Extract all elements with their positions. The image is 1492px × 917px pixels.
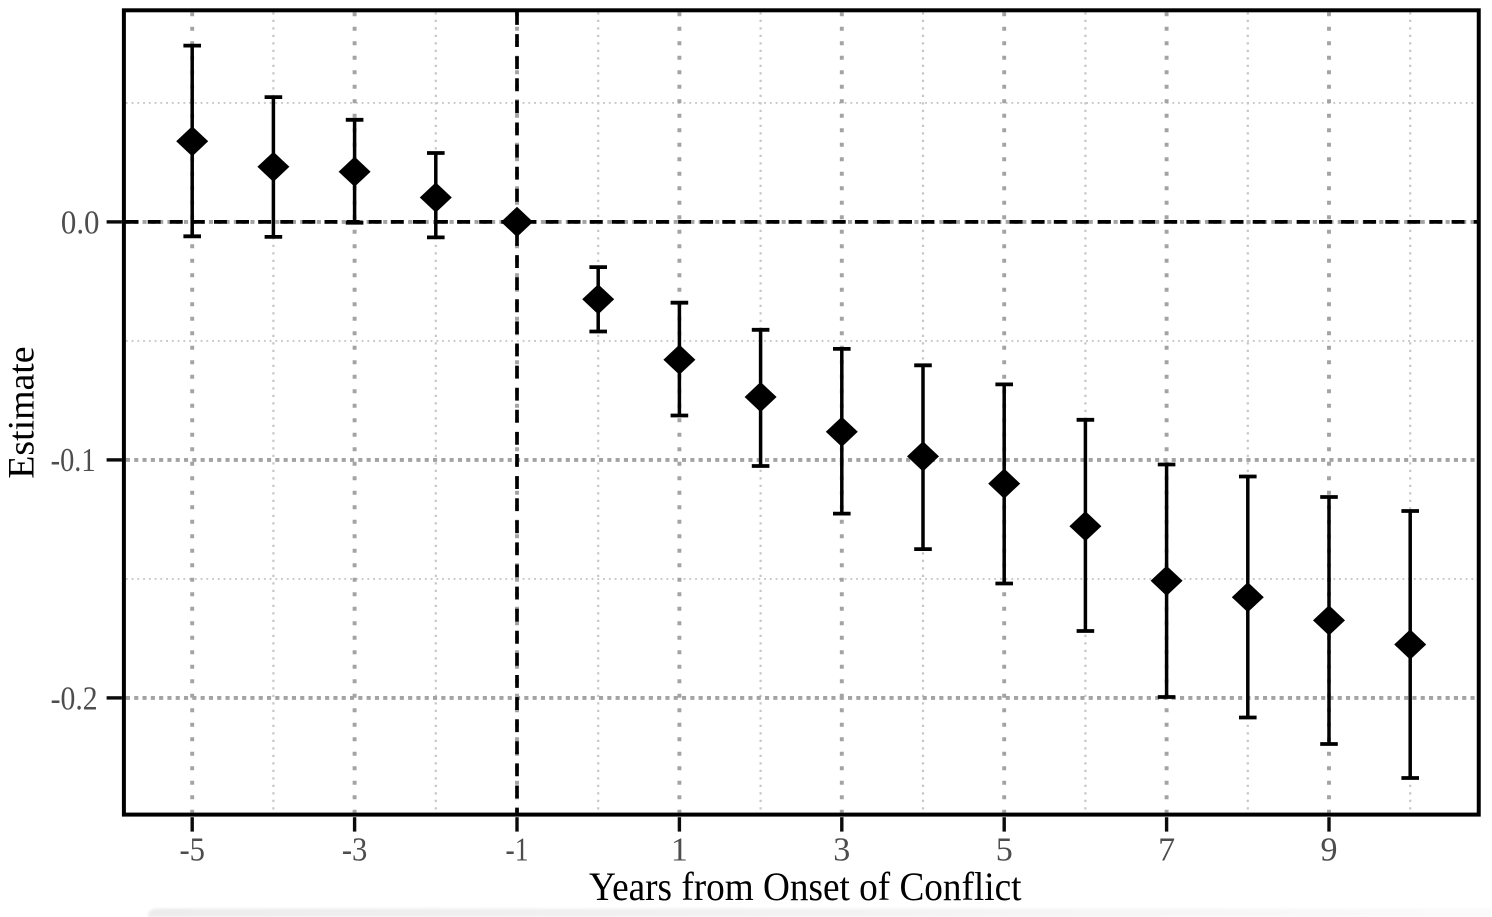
svg-text:Estimate: Estimate [1, 346, 42, 478]
svg-text:Years from Onset of Conflict: Years from Onset of Conflict [589, 864, 1022, 909]
svg-text:7: 7 [1158, 831, 1175, 868]
svg-text:0.0: 0.0 [61, 204, 100, 241]
svg-text:-0.2: -0.2 [51, 680, 98, 717]
svg-text:3: 3 [833, 831, 850, 868]
svg-text:-5: -5 [179, 831, 205, 868]
svg-text:-3: -3 [342, 831, 368, 868]
svg-text:1: 1 [671, 831, 688, 868]
svg-text:-0.1: -0.1 [51, 442, 96, 479]
svg-text:9: 9 [1321, 831, 1338, 868]
svg-text:5: 5 [996, 831, 1013, 868]
svg-text:-1: -1 [506, 831, 529, 868]
